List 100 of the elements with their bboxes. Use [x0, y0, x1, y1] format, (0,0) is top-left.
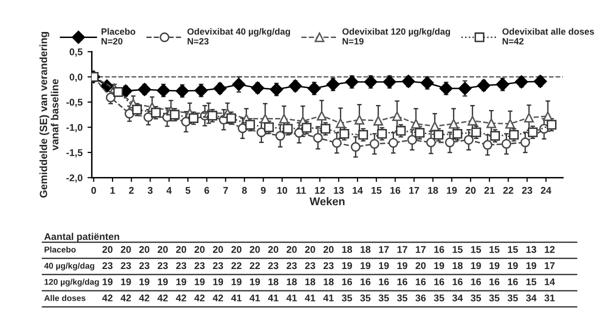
text: 19: [490, 262, 500, 270]
x-tick-label: 1: [110, 187, 115, 194]
x-tick-label: 3: [148, 186, 153, 194]
text: 20: [268, 246, 278, 253]
text: 16: [397, 278, 408, 286]
text: 23: [268, 262, 278, 270]
text: 16: [342, 278, 352, 286]
text: 41: [268, 294, 278, 302]
x-tick-label: 8: [242, 186, 247, 194]
x-tick-label: 13: [334, 186, 344, 194]
text: 23: [158, 262, 168, 270]
text: 19: [342, 262, 352, 270]
x-tick-label: 22: [503, 186, 514, 194]
text: 19: [379, 262, 389, 270]
text: 35: [360, 294, 371, 302]
y-tick-label: -0,5: [66, 98, 83, 108]
text: 41: [250, 294, 260, 302]
text: 19: [471, 262, 481, 270]
text: 16: [452, 278, 463, 286]
y-tick-label: -2,0: [66, 174, 82, 183]
text: 20: [305, 246, 316, 253]
text: 34: [526, 294, 537, 302]
text: 22: [250, 262, 260, 269]
text: 42: [212, 294, 224, 302]
x-tick-label: 17: [409, 187, 420, 194]
text: 15: [490, 246, 500, 253]
text: 19: [176, 278, 186, 286]
x-tick-label: 16: [390, 186, 400, 194]
text: 18: [268, 278, 278, 286]
text: 20: [102, 246, 112, 253]
text: 34: [452, 294, 463, 302]
text: 41: [323, 294, 334, 302]
text: 19: [121, 278, 131, 286]
text: 35: [378, 294, 389, 302]
text: 19: [360, 262, 370, 270]
text: 18: [360, 246, 370, 253]
text: 19: [508, 262, 518, 270]
text: 23: [212, 262, 224, 270]
text: 17: [416, 246, 426, 253]
text: 42: [157, 294, 168, 302]
x-tick-label: 5: [186, 187, 190, 194]
text: 19: [250, 278, 260, 286]
text: 19: [213, 278, 224, 286]
x-tick-label: 18: [428, 186, 438, 194]
text: 20: [212, 246, 224, 253]
text: 42: [120, 294, 131, 302]
x-tick-label: 10: [277, 186, 288, 194]
text: 20: [416, 262, 426, 270]
x-tick-label: 20: [466, 186, 476, 194]
text: 20: [286, 246, 297, 253]
text: 18: [305, 278, 316, 286]
x-tick-label: 14: [352, 187, 363, 194]
text: 16: [360, 278, 370, 286]
x-tick-label: 24: [540, 186, 552, 194]
text: 20: [250, 246, 260, 253]
text: 23: [176, 262, 186, 270]
text: 16: [490, 278, 500, 286]
text: 120 µg/kg/dag: [44, 278, 99, 287]
text: 35: [470, 294, 482, 302]
text: 19: [397, 262, 408, 270]
text: 20: [194, 246, 205, 253]
text: 20: [323, 246, 334, 253]
text: Aantal patiënten: [44, 232, 120, 242]
text: 42: [194, 294, 205, 302]
text: 16: [416, 278, 426, 286]
x-tick-label: 7: [223, 187, 228, 194]
text: 35: [397, 294, 408, 302]
text: 15: [526, 278, 536, 286]
x-tick-label: 21: [484, 186, 495, 194]
text: 23: [286, 262, 297, 270]
text: Placebo: [44, 246, 76, 253]
text: 20: [176, 246, 186, 253]
y-tick-label: -1,0: [66, 124, 82, 132]
text: 16: [471, 278, 481, 286]
text: 23: [139, 262, 150, 270]
text: 41: [304, 294, 316, 302]
text: 12: [544, 246, 555, 253]
text: 16: [508, 278, 518, 286]
y-tick-label: -1,5: [66, 149, 83, 158]
text: 19: [140, 278, 150, 286]
text: 18: [342, 246, 352, 253]
x-tick-label: 4: [166, 187, 172, 194]
text: 19: [526, 262, 536, 270]
x-tick-label: 12: [315, 186, 325, 194]
y-axis-title: Gemiddelde (SE) van verandering vanaf baseline: [40, 32, 58, 198]
x-tick-label: 0: [91, 186, 96, 194]
text: 16: [434, 278, 444, 286]
text: 40 µg/kg/dag: [44, 262, 94, 270]
text: 19: [434, 262, 444, 270]
y-tick-label: 0,0: [70, 74, 82, 82]
text: 15: [471, 246, 482, 253]
text: 22: [231, 262, 242, 269]
text: Alle doses: [44, 294, 86, 302]
legend-label: Placebo N=20: [102, 28, 136, 44]
text: 20: [231, 246, 242, 253]
y-tick-label: 0,5: [70, 48, 83, 57]
text: 18: [324, 278, 334, 286]
text: 20: [120, 246, 131, 253]
legend-label: Odevixibat alle doses N=42: [502, 28, 594, 44]
text: 23: [102, 262, 113, 270]
